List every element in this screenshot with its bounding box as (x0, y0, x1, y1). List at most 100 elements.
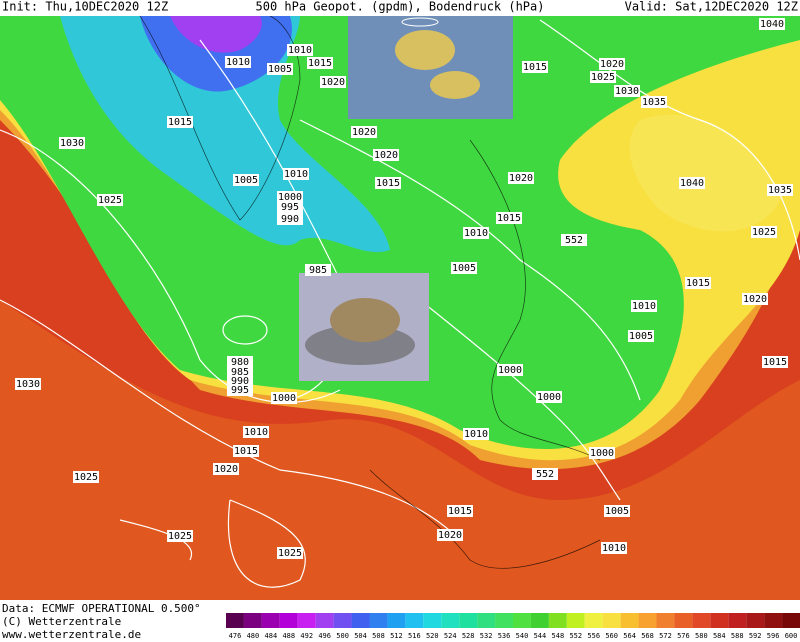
isobar-label-bg (601, 542, 627, 554)
isobar-label: 1025 (591, 72, 615, 83)
isobar-label-bg (496, 212, 522, 224)
isobar-label-bg (277, 213, 303, 225)
isobar-label-bg (277, 547, 303, 559)
scale-label: 520 (426, 632, 439, 640)
isobar-label: 1010 (464, 429, 488, 440)
isobar-label-bg (628, 330, 654, 342)
isobar-label: 1015 (686, 278, 710, 289)
scale-label: 544 (534, 632, 547, 640)
isobar-label-bg (685, 277, 711, 289)
scale-label: 488 (282, 632, 295, 640)
scale-swatch (638, 613, 657, 628)
isobar-label: 1025 (74, 472, 98, 483)
isobar-label: 1005 (268, 64, 292, 75)
inset-image-mid (299, 273, 429, 381)
isobar-label-bg (751, 226, 777, 238)
isobar-label: 1025 (98, 195, 122, 206)
scale-label: 568 (641, 632, 654, 640)
isobar-label: 1010 (284, 169, 308, 180)
scale-swatch (674, 613, 693, 628)
isobar-label-bg (233, 445, 259, 457)
data-source: Data: ECMWF OPERATIONAL 0.500° (2, 602, 201, 615)
isobar-label: 1010 (288, 45, 312, 56)
scale-swatch (297, 613, 316, 628)
isobar-label-bg (351, 126, 377, 138)
scale-swatch (620, 613, 639, 628)
isobar-label-bg (589, 447, 615, 459)
isobar-label: 1000 (498, 365, 522, 376)
isobar-label-bg (742, 293, 768, 305)
isobar-label-bg (167, 530, 193, 542)
scale-swatch (566, 613, 585, 628)
isobar-label-bg (614, 85, 640, 97)
isobar-label: 1020 (600, 59, 624, 70)
isobar-label: 1010 (632, 301, 656, 312)
isobar-label: 1025 (752, 227, 776, 238)
scale-label: 548 (552, 632, 565, 640)
isobar-label-bg (522, 61, 548, 73)
scale-swatch (441, 613, 460, 628)
scale-label: 596 (767, 632, 780, 640)
isobar-label-bg (604, 505, 630, 517)
scale-swatch (728, 613, 747, 628)
isobar-label: 1015 (448, 506, 472, 517)
scale-label: 576 (677, 632, 690, 640)
isobar-label: 1025 (278, 548, 302, 559)
isobar-label: 1000 (272, 393, 296, 404)
copyright: (C) Wetterzentrale (2, 615, 121, 628)
isobar-label-bg (508, 172, 534, 184)
isobar-label: 1010 (602, 543, 626, 554)
scale-swatch (602, 613, 621, 628)
scale-label: 540 (516, 632, 529, 640)
init-text: Init: Thu,10DEC2020 12Z (2, 0, 168, 14)
isobar-label-bg (762, 356, 788, 368)
scale-label: 556 (587, 632, 600, 640)
isobar-label: 1020 (214, 464, 238, 475)
isobar-label: 1015 (376, 178, 400, 189)
scale-label: 552 (569, 632, 582, 640)
isobar-label-bg (599, 58, 625, 70)
isobar-label: 1030 (615, 86, 639, 97)
isobar-label: 990 (281, 214, 299, 225)
scale-swatch (584, 613, 603, 628)
scale-swatch (351, 613, 370, 628)
scale-label: 572 (659, 632, 672, 640)
scale-swatch (692, 613, 711, 628)
isobar-label-bg (73, 471, 99, 483)
isobar-label: 1040 (680, 178, 704, 189)
isobar-label-bg (497, 364, 523, 376)
isobar-label-bg (536, 391, 562, 403)
isobar-label-bg (97, 194, 123, 206)
scale-swatch (226, 613, 244, 628)
scale-label: 500 (336, 632, 349, 640)
scale-label: 564 (623, 632, 636, 640)
website: www.wetterzentrale.de (2, 628, 141, 641)
isobar-label: 1030 (16, 379, 40, 390)
scale-swatch (459, 613, 478, 628)
valid-text: Valid: Sat,12DEC2020 12Z (625, 0, 798, 14)
isobar-label: 1020 (374, 150, 398, 161)
isobar-label: 1020 (352, 127, 376, 138)
isobar-label-bg (451, 262, 477, 274)
isobar-label-bg (373, 149, 399, 161)
scale-swatch (369, 613, 388, 628)
scale-label: 588 (731, 632, 744, 640)
scale-swatch (243, 613, 262, 628)
isobar-label-bg (447, 505, 473, 517)
isobar-label-bg (532, 468, 558, 480)
isobar-label: 1035 (642, 97, 666, 108)
isobar-label: 1000 (537, 392, 561, 403)
isobar-label: 1015 (497, 213, 521, 224)
isobar-label-bg (227, 356, 253, 368)
isobar-label: 1015 (308, 58, 332, 69)
isobar-label: 1025 (168, 531, 192, 542)
isobar-label-bg (167, 116, 193, 128)
isobar-label-bg (267, 63, 293, 75)
isobar-label-bg (463, 428, 489, 440)
isobar-label: 1015 (168, 117, 192, 128)
scale-swatch (405, 613, 424, 628)
isobar-label-bg (287, 44, 313, 56)
isobar-label-bg (233, 174, 259, 186)
scale-label: 580 (695, 632, 708, 640)
isobar-label-bg (59, 137, 85, 149)
